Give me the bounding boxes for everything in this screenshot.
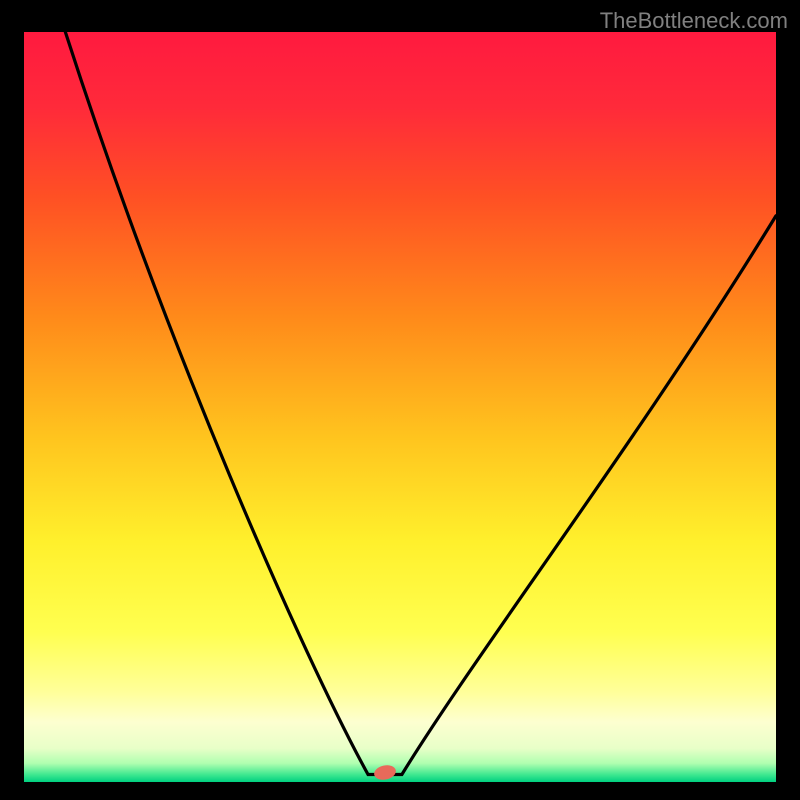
bottleneck-curve [24, 32, 776, 782]
optimal-point-marker [372, 763, 398, 786]
curve-path [65, 32, 776, 775]
marker-ellipse-shape [373, 763, 397, 781]
marker-ellipse [372, 763, 398, 781]
chart-container: { "watermark": { "text": "TheBottleneck.… [0, 0, 800, 800]
watermark-label: TheBottleneck.com [600, 8, 788, 34]
plot-area [24, 32, 776, 782]
